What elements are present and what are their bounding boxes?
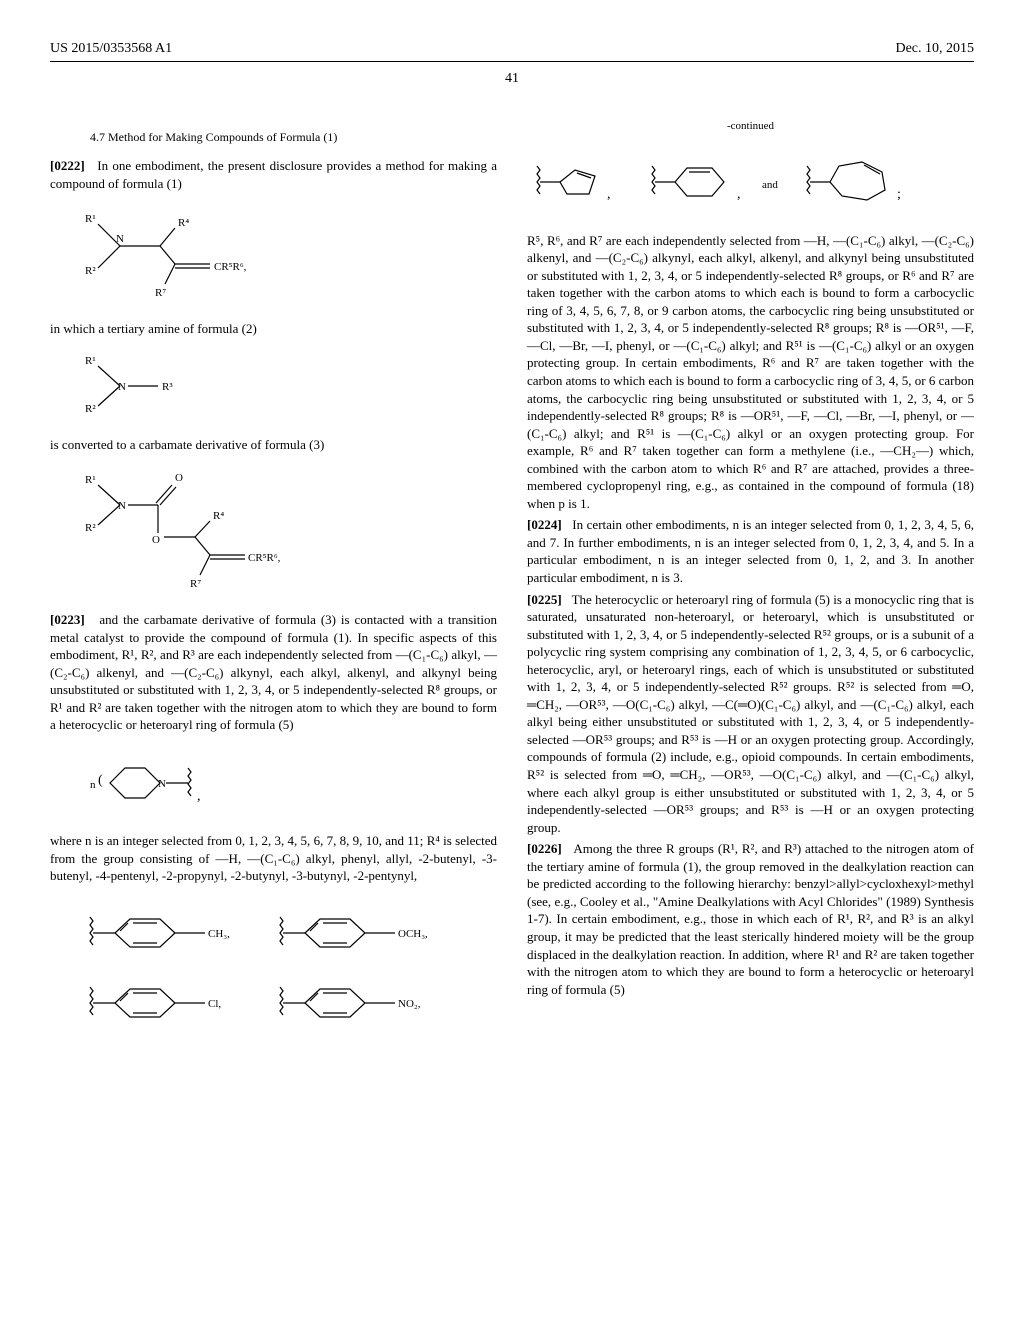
svg-text:and: and xyxy=(762,179,778,191)
svg-text:R²: R² xyxy=(85,403,96,415)
svg-text:R¹: R¹ xyxy=(85,474,96,486)
para-0223b: where n is an integer selected from 0, 1… xyxy=(50,832,497,885)
svg-text:R¹: R¹ xyxy=(85,213,96,225)
para-0223a-text: and the carbamate derivative of formula … xyxy=(50,612,497,732)
page-header: US 2015/0353568 A1 Dec. 10, 2015 xyxy=(50,40,974,62)
svg-text:OCH₃,: OCH₃, xyxy=(398,928,428,940)
aromatic-rings-left: CH₃, OCH₃, Cl, NO₂, xyxy=(80,899,497,1049)
text-after-f1: in which a tertiary amine of formula (2) xyxy=(50,320,497,338)
continued-label: -continued xyxy=(527,119,974,134)
para-num-0225: [0225] xyxy=(527,592,562,607)
chemical-formula-5: n ( N , xyxy=(80,748,497,818)
para-0222-text: In one embodiment, the present disclosur… xyxy=(50,158,497,191)
para-num-0223: [0223] xyxy=(50,612,85,627)
svg-text:N: N xyxy=(118,500,126,512)
text-after-f2: is converted to a carbamate derivative o… xyxy=(50,436,497,454)
svg-text:R²: R² xyxy=(85,522,96,534)
svg-text:CR⁵R⁶,: CR⁵R⁶, xyxy=(214,261,247,273)
svg-text:R⁷: R⁷ xyxy=(155,287,166,299)
svg-text:(: ( xyxy=(98,773,103,788)
svg-text:R⁴: R⁴ xyxy=(178,217,189,229)
section-title: 4.7 Method for Making Compounds of Formu… xyxy=(90,129,497,145)
para-after-continued: R⁵, R⁶, and R⁷ are each independently se… xyxy=(527,232,974,513)
svg-text:N: N xyxy=(116,233,124,245)
para-0224: [0224] In certain other embodiments, n i… xyxy=(527,516,974,586)
header-right: Dec. 10, 2015 xyxy=(895,40,974,59)
right-column: -continued xyxy=(527,119,974,1063)
svg-text:O: O xyxy=(175,472,183,484)
svg-text:R³: R³ xyxy=(162,381,173,393)
para-0226-text: Among the three R groups (R¹, R², and R³… xyxy=(527,841,974,996)
svg-text:CR⁵R⁶,: CR⁵R⁶, xyxy=(248,552,280,564)
svg-text:,: , xyxy=(197,789,201,804)
chemical-formula-3: R¹ R² N O O R⁴ R⁷ CR⁵R⁶, xyxy=(80,467,497,597)
svg-text:NO₂,: NO₂, xyxy=(398,998,421,1010)
svg-text:R¹: R¹ xyxy=(85,355,96,367)
svg-text:,: , xyxy=(607,187,611,202)
svg-text:N: N xyxy=(158,778,166,790)
svg-text:CH₃,: CH₃, xyxy=(208,928,230,940)
content-columns: 4.7 Method for Making Compounds of Formu… xyxy=(50,119,974,1063)
para-0224-text: In certain other embodiments, n is an in… xyxy=(527,517,974,585)
svg-text:;: ; xyxy=(897,187,901,202)
svg-text:Cl,: Cl, xyxy=(208,998,221,1010)
chemical-formula-1: R¹ R² N R⁴ R⁷ CR⁵R⁶, xyxy=(80,206,497,306)
para-0223a: [0223] and the carbamate derivative of f… xyxy=(50,611,497,734)
svg-text:O: O xyxy=(152,534,160,546)
para-0222: [0222] In one embodiment, the present di… xyxy=(50,157,497,192)
svg-text:R²: R² xyxy=(85,265,96,277)
svg-text:,: , xyxy=(737,187,741,202)
svg-text:R⁷: R⁷ xyxy=(190,578,201,590)
para-0226: [0226] Among the three R groups (R¹, R²,… xyxy=(527,840,974,998)
svg-text:R⁴: R⁴ xyxy=(213,510,224,522)
para-num-0224: [0224] xyxy=(527,517,562,532)
para-0225: [0225] The heterocyclic or heteroaryl ri… xyxy=(527,591,974,837)
left-column: 4.7 Method for Making Compounds of Formu… xyxy=(50,119,497,1063)
page-number: 41 xyxy=(50,70,974,89)
para-num-0226: [0226] xyxy=(527,841,562,856)
continued-rings: , , and ; xyxy=(527,148,974,218)
svg-text:n: n xyxy=(90,779,96,791)
header-left: US 2015/0353568 A1 xyxy=(50,40,172,59)
chemical-formula-2: R¹ R² N R³ xyxy=(80,352,497,422)
para-num-0222: [0222] xyxy=(50,158,85,173)
svg-text:N: N xyxy=(118,381,126,393)
para-0225-text: The heterocyclic or heteroaryl ring of f… xyxy=(527,592,974,835)
